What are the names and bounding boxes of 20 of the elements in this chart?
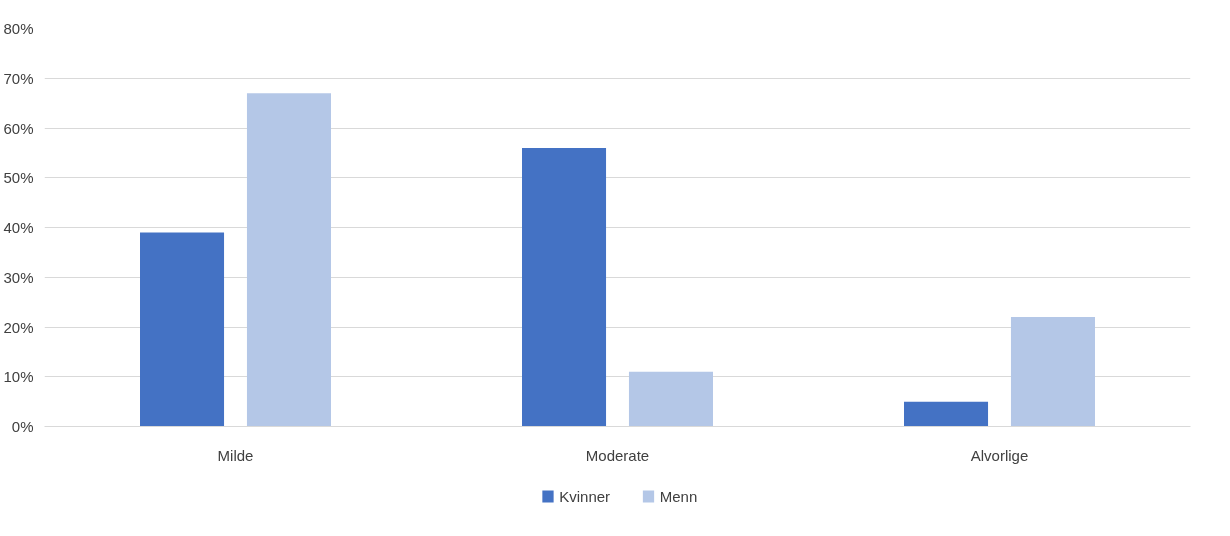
bar — [140, 232, 225, 427]
y-tick-label: 20% — [3, 318, 34, 336]
y-tick-label: 70% — [3, 69, 34, 87]
bar — [1010, 317, 1095, 427]
y-tick-label: 80% — [3, 20, 34, 37]
bar — [246, 93, 331, 427]
y-tick-label: 10% — [3, 368, 34, 386]
legend-label: Menn — [659, 488, 698, 505]
y-tick-label: 60% — [3, 119, 34, 137]
y-tick-label: 50% — [3, 169, 34, 187]
x-tick-label: Alvorlige — [970, 446, 1029, 464]
y-tick-label: 0% — [11, 418, 34, 435]
bar — [628, 371, 713, 427]
x-tick-label: Milde — [217, 446, 254, 464]
legend-label: Kvinner — [559, 488, 611, 505]
y-tick-label: 40% — [3, 219, 34, 236]
x-tick-label: Moderate — [585, 446, 650, 464]
bar — [522, 147, 607, 427]
y-tick-label: 30% — [3, 268, 34, 286]
bar — [904, 401, 989, 427]
